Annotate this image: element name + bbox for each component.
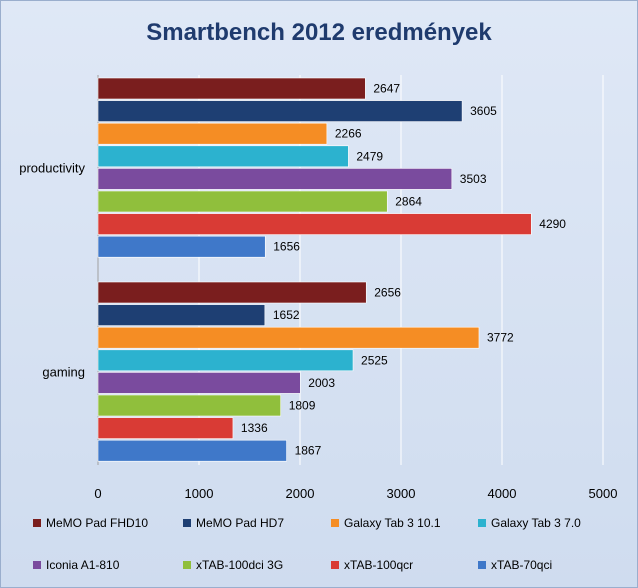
x-tick-label: 0: [94, 486, 101, 501]
bar: [97, 100, 463, 122]
legend-entry: xTAB-100qcr: [344, 558, 413, 572]
bar: [97, 439, 287, 462]
data-label: 3772: [487, 331, 514, 345]
data-label: 4290: [539, 217, 566, 231]
bar: [97, 417, 234, 439]
data-label: 1336: [241, 421, 268, 435]
chart-title: Smartbench 2012 eredmények: [146, 19, 492, 46]
legend-swatch: [331, 561, 339, 569]
data-label: 2647: [373, 82, 400, 96]
legend-swatch: [478, 561, 486, 569]
bars: [97, 77, 532, 462]
bar: [97, 304, 266, 326]
legend-entry: MeMO Pad FHD10: [46, 516, 148, 530]
bar: [97, 372, 301, 394]
data-label: 3503: [460, 172, 487, 186]
bar: [97, 349, 354, 372]
bar: [97, 326, 480, 349]
legend-entry: Galaxy Tab 3 10.1: [344, 516, 441, 530]
legend-entry: xTAB-70qci: [491, 558, 552, 572]
x-tick-label: 1000: [185, 486, 214, 501]
bar: [97, 235, 266, 258]
bar: [97, 122, 328, 145]
data-label: 2656: [374, 286, 401, 300]
bar: [97, 281, 367, 304]
bar: [97, 145, 349, 168]
category-label: productivity: [19, 160, 85, 175]
legend-swatch: [33, 519, 41, 527]
legend-entry: MeMO Pad HD7: [196, 516, 284, 530]
data-label: 2266: [335, 127, 362, 141]
data-label: 2525: [361, 353, 388, 367]
legend-entry: xTAB-100dci 3G: [196, 558, 283, 572]
bar: [97, 168, 453, 190]
data-label: 1652: [273, 308, 300, 322]
x-tick-label: 2000: [286, 486, 315, 501]
bar: [97, 190, 388, 213]
bar: [97, 77, 366, 100]
x-tick-label: 4000: [488, 486, 517, 501]
bar: [97, 394, 282, 417]
data-labels: 2647 3605 2266 2479 3503 2864 4290 1656 2656 1652…: [241, 82, 566, 458]
data-label: 3605: [470, 104, 497, 118]
data-label: 2479: [356, 149, 383, 163]
legend-swatch: [183, 519, 191, 527]
x-tick-labels: 0 1000 2000 3000 4000 5000: [94, 486, 617, 501]
legend-swatch: [183, 561, 191, 569]
data-label: 2864: [395, 195, 422, 209]
x-tick-label: 3000: [387, 486, 416, 501]
legend-entry: Iconia A1-810: [46, 558, 120, 572]
x-tick-label: 5000: [589, 486, 618, 501]
legend: MeMO Pad FHD10 MeMO Pad HD7 Galaxy Tab 3 1…: [33, 516, 581, 572]
category-label: gaming: [42, 364, 85, 379]
legend-swatch: [478, 519, 486, 527]
data-label: 2003: [308, 376, 335, 390]
legend-entry: Galaxy Tab 3 7.0: [491, 516, 581, 530]
data-label: 1809: [289, 399, 316, 413]
data-label: 1656: [273, 240, 300, 254]
legend-swatch: [331, 519, 339, 527]
data-label: 1867: [295, 444, 322, 458]
category-labels: productivity gaming: [19, 160, 85, 379]
bar: [97, 213, 532, 235]
legend-swatch: [33, 561, 41, 569]
